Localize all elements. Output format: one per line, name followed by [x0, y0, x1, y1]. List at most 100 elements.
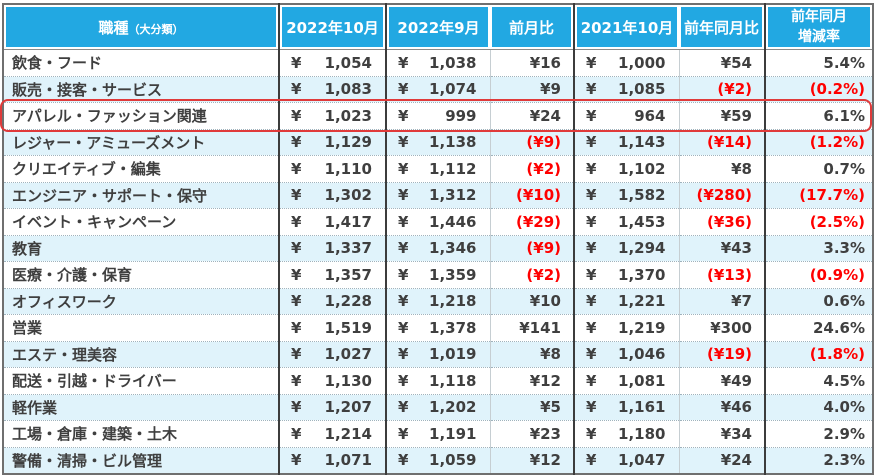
- cell-category: 販売・接客・サービス: [3, 75, 279, 103]
- cell-oct-2021: ¥1,047: [573, 446, 679, 474]
- cell-oct-2022: ¥1,083: [278, 75, 386, 103]
- cell-yoy-diff: (¥19): [678, 340, 765, 368]
- cell-yoy-diff: ¥24: [678, 446, 765, 474]
- cell-oct-2021: ¥1,582: [573, 181, 679, 209]
- amount-value: 1,346: [429, 239, 477, 258]
- amount-value: 1,312: [429, 186, 477, 205]
- amount-value: 1,138: [429, 133, 477, 152]
- cell-category: 飲食・フード: [3, 49, 279, 76]
- cell-mom-diff: ¥23: [489, 420, 574, 447]
- currency-symbol: ¥: [586, 239, 597, 258]
- currency-symbol: ¥: [586, 212, 597, 231]
- category-label: レジャー・アミューズメント: [12, 133, 206, 152]
- amount-value: 1,207: [324, 398, 372, 417]
- cell-sep-2022: ¥1,138: [385, 128, 490, 156]
- cell-yoy-rate: 2.9%: [764, 420, 873, 447]
- currency-symbol: ¥: [586, 106, 597, 125]
- cell-category: アパレル・ファッション関連: [3, 102, 279, 129]
- cell-yoy-diff: ¥34: [678, 420, 765, 447]
- table-row: オフィスワーク ¥1,228 ¥1,218 ¥10 ¥1,221 ¥7 0.6%: [3, 287, 873, 315]
- amount-value: 1,102: [618, 159, 666, 178]
- amount-value: 1,000: [618, 53, 666, 72]
- category-label: アパレル・ファッション関連: [12, 107, 207, 126]
- category-label: 配送・引越・ドライバー: [12, 372, 177, 391]
- currency-symbol: ¥: [291, 239, 302, 258]
- yoy-rate-header-line2: 増減率: [798, 29, 840, 45]
- table-row: 飲食・フード ¥1,054 ¥1,038 ¥16 ¥1,000 ¥54 5.4%: [3, 49, 873, 76]
- category-header-label: 職種: [98, 18, 129, 37]
- amount-value: 1,378: [429, 318, 477, 337]
- table-row: レジャー・アミューズメント ¥1,129 ¥1,138 (¥9) ¥1,143 …: [3, 128, 873, 156]
- currency-symbol: ¥: [291, 133, 302, 152]
- amount-value: 999: [445, 106, 477, 125]
- amount-value: 1,202: [429, 398, 477, 417]
- cell-oct-2022: ¥1,302: [278, 181, 386, 209]
- table-row: 教育 ¥1,337 ¥1,346 (¥9) ¥1,294 ¥43 3.3%: [3, 234, 873, 262]
- cell-mom-diff: (¥9): [489, 234, 574, 262]
- currency-symbol: ¥: [398, 371, 409, 390]
- currency-symbol: ¥: [586, 345, 597, 364]
- amount-value: 1,019: [429, 345, 477, 364]
- category-label: 軽作業: [12, 398, 58, 417]
- currency-symbol: ¥: [398, 345, 409, 364]
- cell-mom-diff: ¥12: [489, 446, 574, 474]
- amount-value: 1,370: [618, 265, 666, 284]
- cell-mom-diff: ¥5: [489, 393, 574, 421]
- cell-oct-2022: ¥1,054: [278, 49, 386, 76]
- currency-symbol: ¥: [398, 292, 409, 311]
- cell-category: オフィスワーク: [3, 287, 279, 315]
- cell-sep-2022: ¥1,019: [385, 340, 490, 368]
- currency-symbol: ¥: [291, 318, 302, 337]
- category-label: 警備・清掃・ビル管理: [12, 451, 163, 470]
- currency-symbol: ¥: [291, 106, 302, 125]
- currency-symbol: ¥: [291, 265, 302, 284]
- category-header-sublabel: （大分類）: [128, 22, 184, 36]
- currency-symbol: ¥: [291, 424, 302, 443]
- amount-value: 1,046: [618, 345, 666, 364]
- currency-symbol: ¥: [398, 451, 409, 470]
- cell-sep-2022: ¥1,359: [385, 261, 490, 288]
- table-row: 販売・接客・サービス ¥1,083 ¥1,074 ¥9 ¥1,085 (¥2) …: [3, 75, 873, 103]
- cell-oct-2022: ¥1,207: [278, 393, 386, 421]
- column-header-oct-2021: 2021年10月: [573, 4, 679, 50]
- cell-oct-2022: ¥1,129: [278, 128, 386, 156]
- currency-symbol: ¥: [398, 318, 409, 337]
- category-label: 営業: [12, 319, 43, 338]
- cell-oct-2021: ¥1,000: [573, 49, 679, 76]
- table-row: イベント・キャンペーン ¥1,417 ¥1,446 (¥29) ¥1,453 (…: [3, 208, 873, 235]
- cell-oct-2021: ¥1,081: [573, 367, 679, 394]
- amount-value: 1,027: [324, 345, 372, 364]
- column-header-year-over-year: 前年同月比: [679, 4, 765, 50]
- currency-symbol: ¥: [291, 159, 302, 178]
- yoy-rate-header-line1: 前年同月: [791, 8, 847, 25]
- cell-sep-2022: ¥1,074: [385, 75, 490, 103]
- cell-yoy-diff: ¥8: [678, 155, 765, 182]
- currency-symbol: ¥: [586, 292, 597, 311]
- category-label: エンジニア・サポート・保守: [12, 186, 208, 205]
- category-label: 工場・倉庫・建築・土木: [12, 425, 178, 444]
- currency-symbol: ¥: [586, 398, 597, 417]
- cell-mom-diff: ¥8: [489, 340, 574, 368]
- cell-oct-2022: ¥1,337: [278, 234, 386, 262]
- cell-yoy-rate: 2.3%: [764, 446, 873, 474]
- cell-oct-2021: ¥1,180: [573, 420, 679, 447]
- cell-oct-2022: ¥1,357: [278, 261, 386, 288]
- currency-symbol: ¥: [291, 371, 302, 390]
- cell-oct-2022: ¥1,228: [278, 287, 386, 315]
- currency-symbol: ¥: [398, 80, 409, 99]
- currency-symbol: ¥: [586, 133, 597, 152]
- amount-value: 1,161: [618, 398, 666, 417]
- category-label: 飲食・フード: [12, 54, 103, 73]
- column-header-yoy-rate: 前年同月 増減率: [764, 4, 873, 50]
- amount-value: 1,118: [429, 371, 477, 390]
- cell-yoy-diff: (¥36): [678, 208, 765, 235]
- amount-value: 964: [634, 106, 666, 125]
- cell-oct-2021: ¥1,453: [573, 208, 679, 235]
- currency-symbol: ¥: [291, 398, 302, 417]
- currency-symbol: ¥: [586, 159, 597, 178]
- amount-value: 1,219: [618, 318, 666, 337]
- cell-yoy-rate: 24.6%: [764, 314, 873, 341]
- currency-symbol: ¥: [398, 133, 409, 152]
- cell-yoy-diff: ¥49: [678, 367, 765, 394]
- table-row: 医療・介護・保育 ¥1,357 ¥1,359 (¥2) ¥1,370 (¥13)…: [3, 261, 873, 288]
